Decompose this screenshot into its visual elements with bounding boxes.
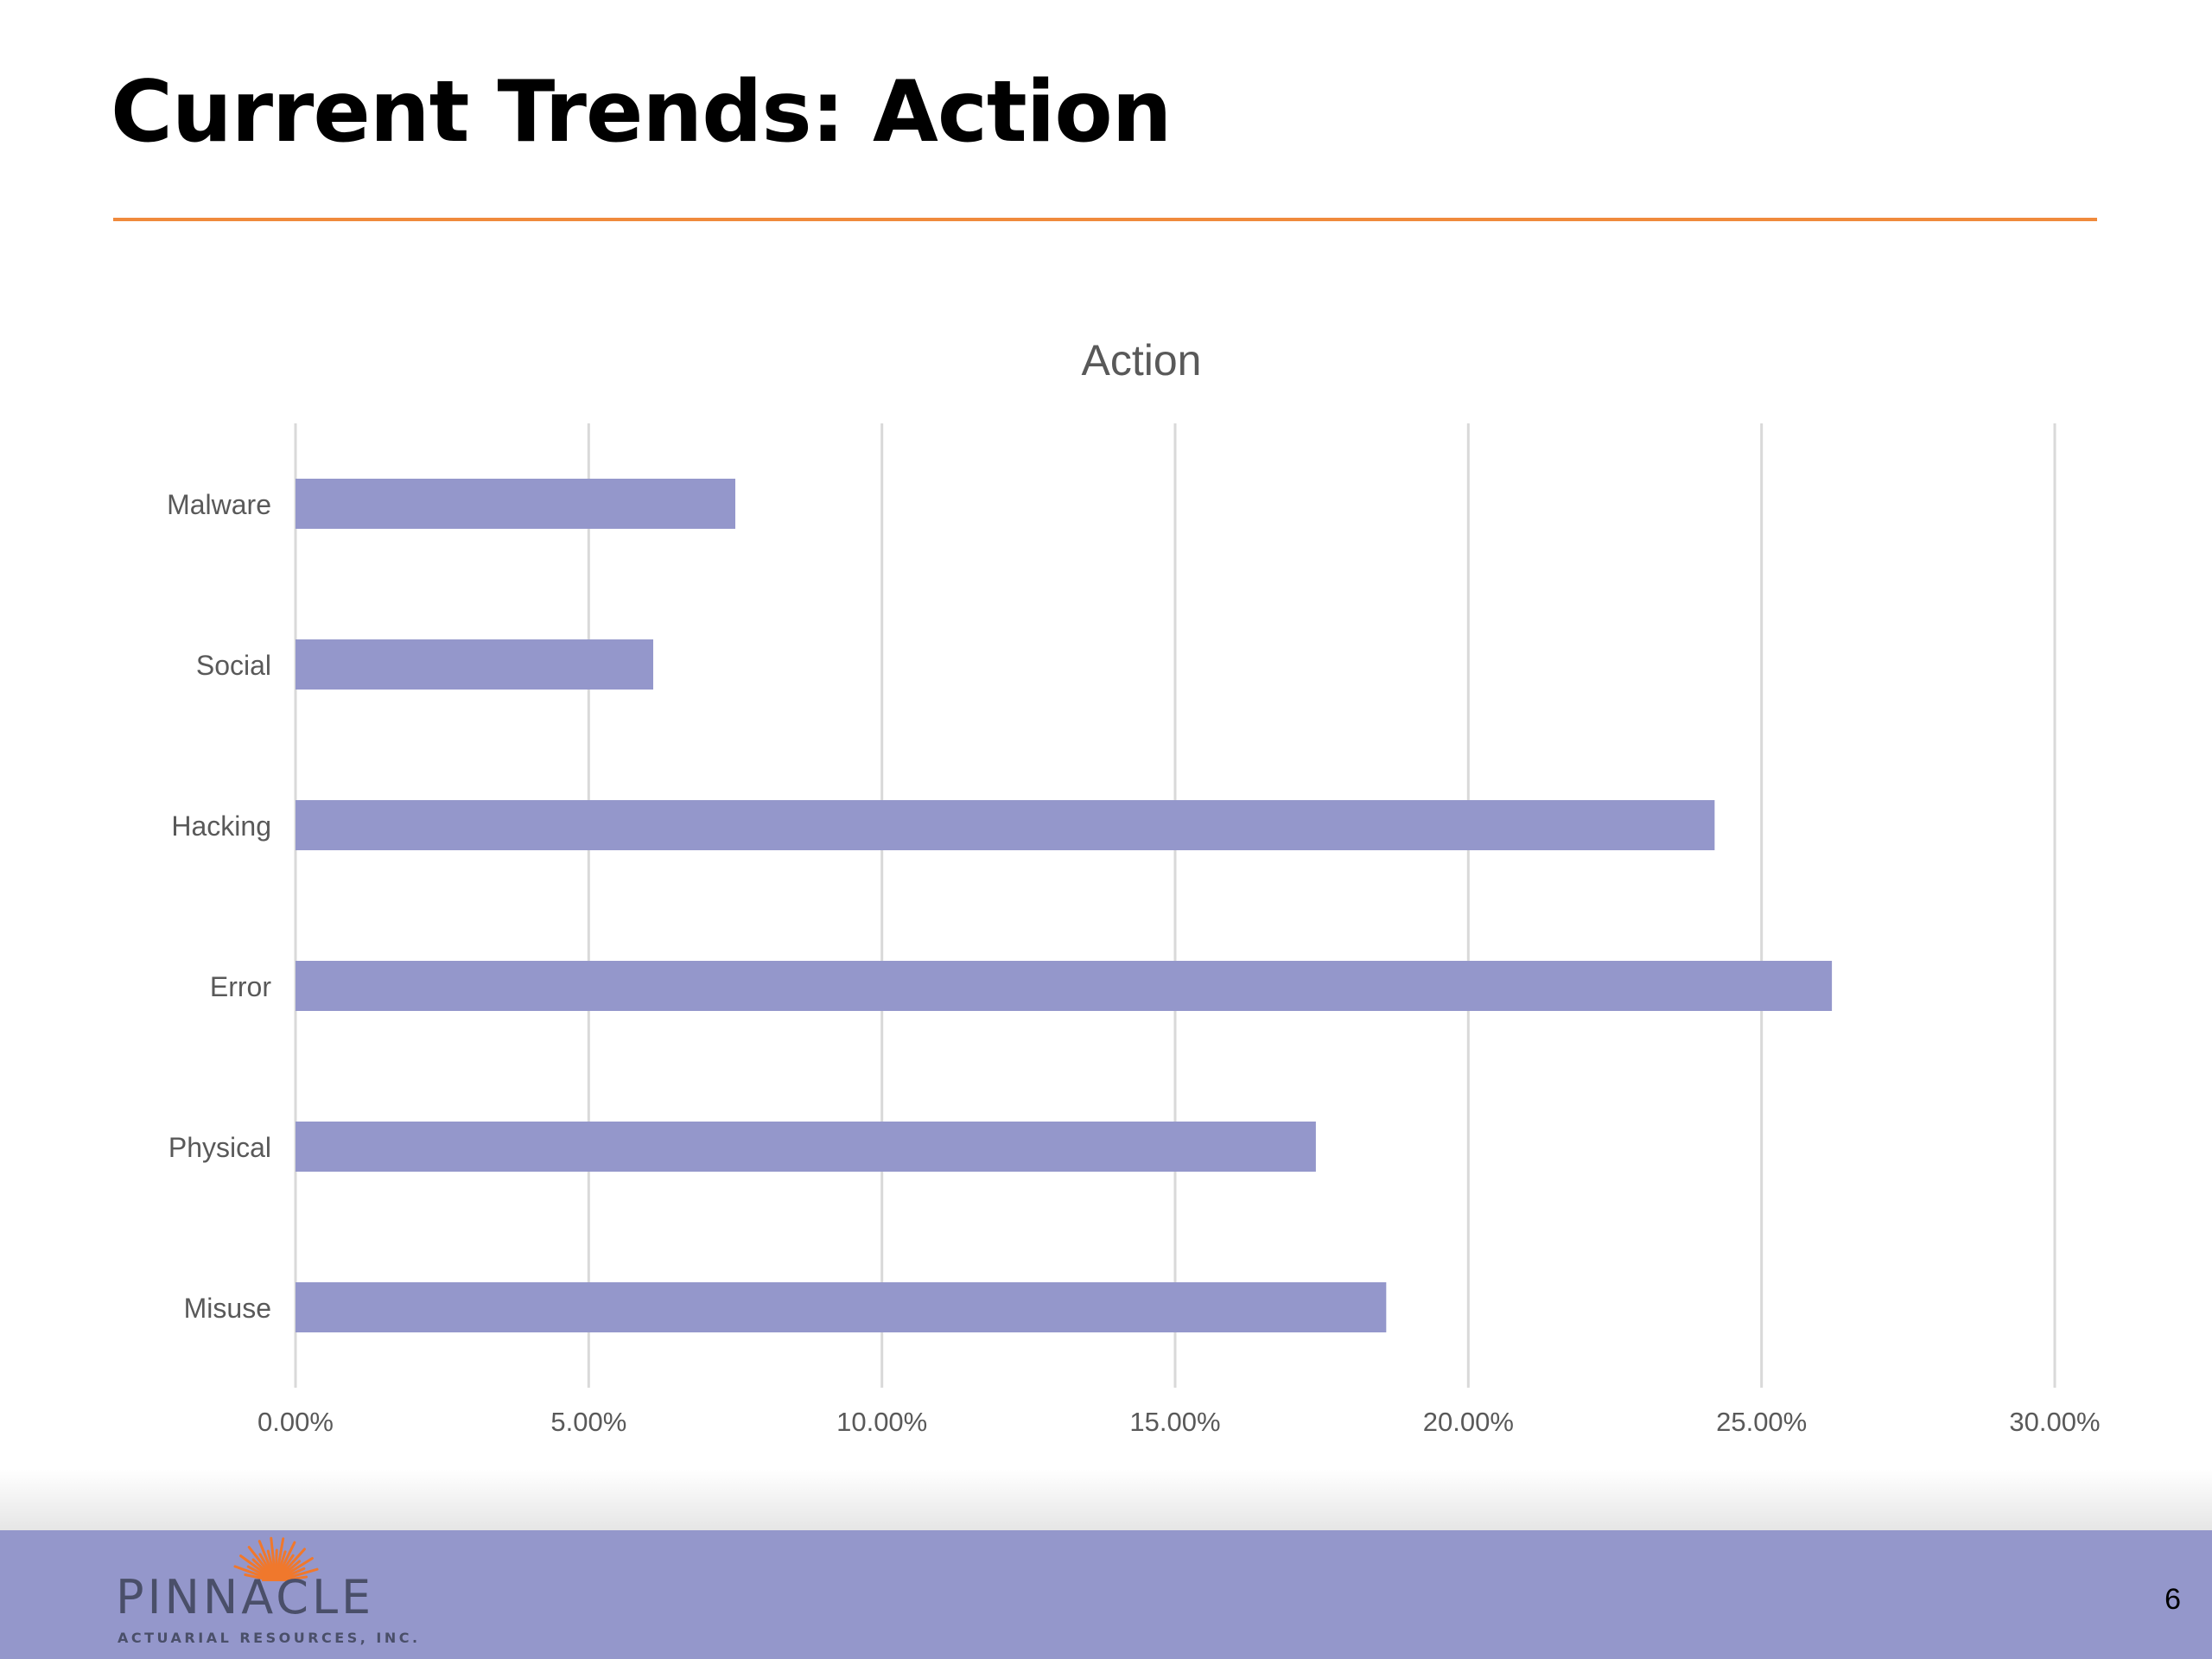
x-tick-label: 25.00% — [1716, 1407, 1807, 1437]
y-category-label: Hacking — [171, 810, 271, 842]
bar-physical — [296, 1122, 1316, 1172]
bar-misuse — [296, 1282, 1387, 1332]
y-category-label: Error — [210, 971, 271, 1002]
footer-bar — [0, 1530, 2212, 1659]
bar-hacking — [296, 800, 1715, 850]
y-category-label: Malware — [167, 489, 271, 520]
bars — [296, 479, 1833, 1332]
footer-shadow — [0, 1469, 2212, 1531]
bar-social — [296, 639, 653, 690]
y-category-label: Social — [196, 650, 271, 681]
title-divider — [113, 218, 2097, 221]
gridlines — [294, 423, 2056, 1388]
x-tick-label: 20.00% — [1423, 1407, 1514, 1437]
x-tick-label: 15.00% — [1129, 1407, 1220, 1437]
x-tick-label: 0.00% — [257, 1407, 334, 1437]
page-number: 6 — [2164, 1583, 2181, 1616]
sunburst-icon — [233, 1536, 319, 1581]
x-tick-label: 30.00% — [2009, 1407, 2100, 1437]
value-axis: 0.00% 5.00% 10.00% 15.00% 20.00% 25.00% 30.00% — [257, 1407, 2101, 1437]
pinnacle-logo: PINNACLE ACTUARIAL RESOURCES, INC. — [111, 1535, 422, 1656]
bar-error — [296, 961, 1833, 1011]
chart-title: Action — [1082, 336, 1202, 385]
y-category-label: Misuse — [184, 1293, 271, 1324]
slide-title: Current Trends: Action — [111, 63, 1172, 162]
x-tick-label: 5.00% — [550, 1407, 626, 1437]
y-category-label: Physical — [168, 1132, 271, 1163]
logo-wordmark: PINNACLE — [116, 1570, 375, 1624]
x-tick-label: 10.00% — [836, 1407, 927, 1437]
bar-malware — [296, 479, 735, 529]
logo-tagline: ACTUARIAL RESOURCES, INC. — [118, 1630, 421, 1646]
category-axis: Malware Social Hacking Error Physical Misuse — [167, 489, 271, 1324]
action-bar-chart: Action Malware Social Hacking Error Physical… — [167, 336, 2101, 1437]
